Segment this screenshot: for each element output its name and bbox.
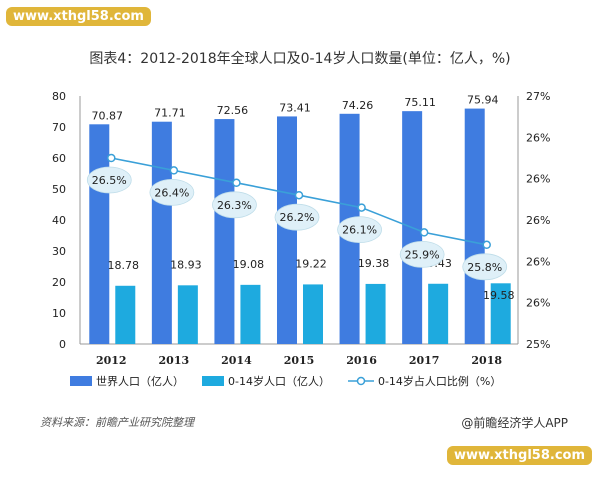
y-right-tick-label: 27%: [526, 90, 550, 103]
x-tick-label: 2012: [96, 354, 127, 367]
y-left-tick-label: 60: [52, 152, 66, 165]
data-label-ratio: 26.1%: [342, 224, 377, 237]
bar-world: [277, 116, 297, 344]
ratio-point: [169, 166, 179, 175]
bar-world: [89, 124, 110, 344]
bar-youth: [365, 283, 386, 344]
data-label-ratio: 26.2%: [280, 211, 315, 224]
x-tick-label: 2017: [409, 354, 440, 367]
data-label-youth: 19.22: [295, 257, 327, 270]
x-tick-label: 2014: [221, 354, 252, 367]
credit-note: @前瞻经济学人APP: [461, 416, 568, 430]
ratio-label-bubble: [86, 166, 132, 194]
bar-youth: [115, 285, 136, 344]
data-label-youth: 18.93: [170, 258, 202, 271]
ratio-point: [482, 240, 491, 250]
legend-swatch-youth: [202, 376, 224, 386]
y-right-tick-label: 26%: [526, 173, 550, 186]
y-left-tick-label: 10: [52, 307, 66, 320]
data-label-world: 71.71: [154, 107, 186, 120]
x-tick-label: 2018: [471, 354, 502, 367]
data-label-ratio: 25.8%: [467, 261, 502, 274]
legend-label-ratio: 0-14岁占人口比例（%）: [377, 375, 502, 388]
legend-swatch-ratio: [347, 376, 374, 386]
y-right-tick-label: 26%: [526, 214, 550, 227]
chart-svg: 0 10 20 30 40 50 60 70 80 25% 26% 26% 26% 26% 26% 27% 70…: [52, 90, 550, 367]
y-right-tick-label: 26%: [526, 131, 550, 144]
bar-youth: [303, 284, 323, 344]
x-tick-label: 2013: [159, 354, 190, 367]
ratio-point: [357, 203, 366, 212]
data-label-youth: 19.08: [233, 258, 265, 271]
legend-item-youth: 0-14岁人口（亿人）: [202, 373, 330, 389]
bar-world: [214, 119, 235, 345]
legend-label-youth: 0-14岁人口（亿人）: [228, 375, 330, 388]
source-note: 资料来源：前瞻产业研究院整理: [40, 416, 194, 429]
x-tick-label: 2015: [284, 354, 315, 367]
ratio-label-bubble: [399, 240, 445, 268]
bar-world: [151, 121, 172, 344]
bar-youth: [177, 285, 198, 344]
ratio-label-bubble: [337, 216, 382, 244]
data-label-youth: 19.38: [358, 257, 390, 270]
y-left-tick-label: 70: [52, 121, 66, 134]
y-left-tick-label: 50: [52, 183, 66, 196]
ratio-point: [107, 153, 116, 163]
ratio-point: [419, 228, 429, 237]
y-left-tick-label: 80: [52, 90, 66, 103]
legend-swatch-world: [70, 376, 92, 386]
bar-youth: [490, 283, 511, 344]
chart-legend: 世界人口（亿人） 0-14岁人口（亿人） 0-14岁占人口比例（%）: [70, 373, 501, 389]
y-right-tick-label: 26%: [526, 297, 550, 310]
data-label-youth: 18.78: [108, 259, 140, 272]
legend-item-ratio: 0-14岁占人口比例（%）: [347, 373, 502, 389]
ratio-label-bubble: [212, 191, 257, 219]
bar-world: [464, 108, 485, 344]
y-left-tick-label: 30: [52, 245, 66, 258]
legend-item-world: 世界人口（亿人）: [70, 373, 184, 389]
y-left-tick-label: 40: [52, 214, 66, 227]
data-label-world: 73.41: [279, 101, 311, 114]
data-label-youth: 19.58: [483, 289, 515, 302]
watermark-top: www.xthgl58.com: [6, 7, 151, 26]
watermark-bottom: www.xthgl58.com: [447, 446, 592, 465]
y-right-tick-label: 25%: [526, 338, 550, 351]
ratio-point: [294, 190, 304, 200]
bar-youth: [240, 284, 261, 344]
data-label-ratio: 26.4%: [154, 186, 189, 199]
data-label-world: 70.87: [92, 109, 124, 122]
ratio-label-bubble: [274, 203, 320, 231]
ratio-point: [232, 178, 241, 188]
ratio-label-bubble: [149, 178, 195, 206]
bar-youth: [428, 283, 449, 344]
y-left-tick-label: 20: [52, 276, 66, 289]
x-tick-label: 2016: [346, 354, 377, 367]
data-label-world: 75.94: [467, 94, 499, 107]
data-label-world: 72.56: [217, 104, 249, 117]
y-right-tick-label: 26%: [526, 255, 550, 268]
data-label-ratio: 26.3%: [217, 199, 252, 212]
chart-title: 图表4：2012-2018年全球人口及0-14岁人口数量(单位：亿人，%): [89, 51, 511, 67]
y-left-tick-label: 0: [59, 338, 66, 351]
data-label-world: 74.26: [342, 99, 374, 112]
ratio-label-bubble: [462, 253, 508, 281]
legend-label-world: 世界人口（亿人）: [96, 375, 184, 388]
data-label-ratio: 25.9%: [405, 248, 440, 261]
data-label-world: 75.11: [404, 96, 436, 109]
data-label-ratio: 26.5%: [92, 174, 127, 187]
